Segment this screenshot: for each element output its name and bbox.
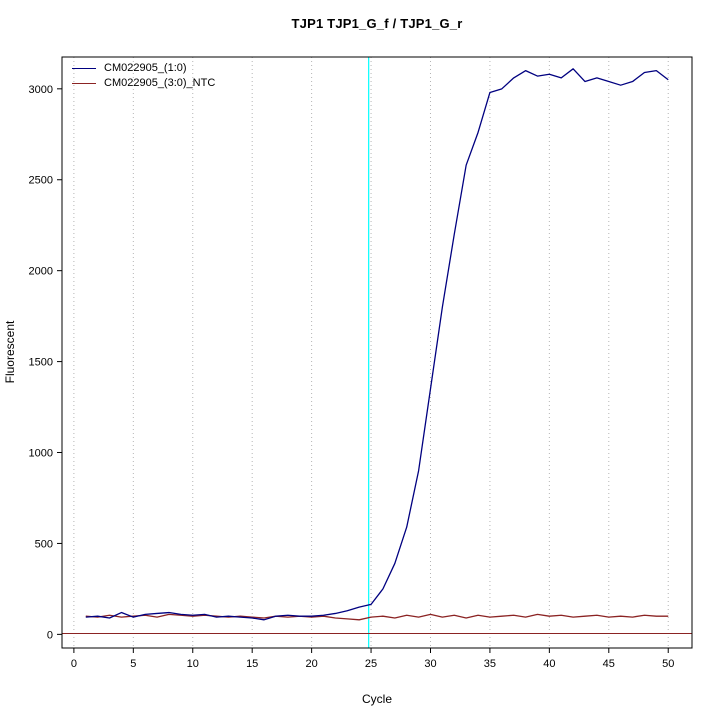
- x-tick-label: 40: [543, 658, 555, 670]
- y-tick-label: 500: [35, 538, 53, 550]
- series-line-ntc: [85, 613, 669, 621]
- x-tick-label: 50: [662, 658, 674, 670]
- y-tick-label: 2000: [29, 266, 53, 278]
- x-tick-label: 5: [130, 658, 136, 670]
- y-tick-label: 1000: [29, 448, 53, 460]
- x-tick-label: 45: [603, 658, 615, 670]
- plot-area-background: [62, 57, 692, 648]
- y-tick-label: 0: [47, 629, 53, 641]
- y-tick-label: 3000: [29, 84, 53, 96]
- chart-title: TJP1 TJP1_G_f / TJP1_G_r: [291, 16, 463, 31]
- x-tick-label: 15: [246, 658, 258, 670]
- x-tick-label: 10: [187, 658, 199, 670]
- legend-label: CM022905_(1:0): [104, 62, 187, 74]
- plot-border: [61, 56, 693, 649]
- x-tick-label: 30: [424, 658, 436, 670]
- legend-line-swatch-sample: [72, 67, 96, 69]
- x-axis-label: Cycle: [361, 692, 392, 706]
- y-tick-label: 2500: [29, 175, 53, 187]
- x-tick-label: 25: [365, 658, 377, 670]
- legend-item: CM022905_(3:0)_NTC: [72, 77, 215, 89]
- legend-item: CM022905_(1:0): [72, 62, 215, 74]
- legend: CM022905_(1:0) CM022905_(3:0)_NTC: [72, 62, 215, 89]
- y-tick-label: 1500: [29, 357, 53, 369]
- x-tick-label: 20: [305, 658, 317, 670]
- x-tick-label: 0: [71, 658, 77, 670]
- legend-label: CM022905_(3:0)_NTC: [104, 77, 216, 89]
- legend-line-swatch-ntc: [72, 82, 96, 84]
- x-tick-label: 35: [484, 658, 496, 670]
- series-line-sample: [85, 68, 669, 621]
